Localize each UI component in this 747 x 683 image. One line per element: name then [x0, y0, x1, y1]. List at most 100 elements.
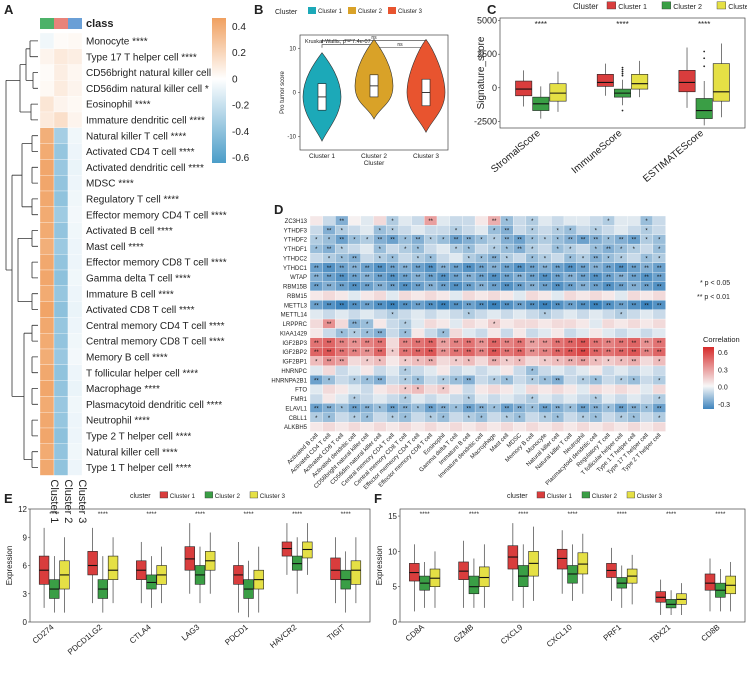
significance-mark: **: [593, 256, 598, 262]
x-tick-label: CXCL9: [499, 622, 525, 646]
significance-mark: **: [632, 303, 637, 309]
significance-mark: *: [341, 331, 344, 337]
significance-mark: *: [391, 416, 394, 422]
heatmap-cell: [53, 254, 69, 271]
heatmap-cell: [424, 243, 438, 254]
heatmap-cell: [53, 190, 69, 207]
heatmap-cell: [424, 365, 438, 376]
heatmap-cell: [601, 318, 615, 329]
significance-mark: **: [314, 303, 319, 309]
heatmap-cell: [411, 318, 425, 329]
row-label: METTL14: [281, 313, 308, 319]
significance-mark: **: [339, 350, 344, 356]
significance-mark: **: [543, 350, 548, 356]
heatmap-cell: [67, 111, 83, 128]
significance-mark: *: [442, 331, 445, 337]
comparison-label: ns: [397, 42, 403, 48]
heatmap-cell: [436, 393, 450, 404]
heatmap-cell: [67, 80, 83, 97]
row-label: Type 2 T helper cell ****: [86, 432, 191, 443]
heatmap-cell: [309, 393, 323, 404]
row-label: IGF2BP3: [282, 341, 307, 347]
legend-swatch: [606, 1, 617, 10]
comparison-label: ns: [371, 35, 377, 41]
heatmap-cell: [487, 412, 501, 423]
significance-mark: *: [455, 406, 458, 412]
heatmap-cell: [411, 421, 425, 432]
x-tick-label: CXCL10: [545, 622, 574, 649]
significance-label: ****: [195, 511, 206, 518]
heatmap-cell: [322, 290, 336, 301]
significance-mark: *: [404, 416, 407, 422]
significance-mark: **: [454, 350, 459, 356]
heatmap-cell: [53, 143, 69, 160]
heatmap-cell: [335, 384, 349, 395]
heatmap-cell: [347, 356, 361, 367]
significance-mark: *: [544, 313, 547, 319]
significance-mark: **: [530, 285, 535, 291]
significance-mark: **: [568, 360, 573, 366]
significance-mark: **: [632, 341, 637, 347]
significance-mark: **: [454, 285, 459, 291]
significance-mark: **: [644, 285, 649, 291]
y-tick-label: 3: [23, 590, 28, 599]
significance-mark: **: [352, 350, 357, 356]
colorbar-tick: 0.2: [232, 48, 246, 59]
significance-mark: **: [568, 341, 573, 347]
heatmap-cell: [538, 393, 552, 404]
heatmap-cell: [576, 290, 590, 301]
y-tick-label: 0: [293, 91, 297, 97]
box: [712, 63, 730, 102]
heatmap-cell: [640, 393, 654, 404]
significance-mark: *: [582, 256, 585, 262]
box: [479, 566, 490, 587]
row-label: YTHDC1: [283, 266, 308, 272]
significance-mark: **: [466, 266, 471, 272]
heatmap-cell: [424, 225, 438, 235]
significance-mark: *: [544, 256, 547, 262]
legend-swatch: [626, 491, 635, 499]
row-label: Monocyte ****: [86, 37, 148, 48]
significance-mark: *: [404, 397, 407, 403]
significance-mark: *: [493, 406, 496, 412]
x-tick-label: TIGIT: [326, 623, 348, 643]
heatmap-cell: [398, 421, 412, 432]
significance-label: ****: [244, 511, 255, 518]
significance-mark: **: [314, 350, 319, 356]
heatmap-cell: [398, 309, 412, 320]
significance-mark: **: [403, 341, 408, 347]
heatmap-cell: [538, 243, 552, 254]
heatmap-cell: [525, 318, 539, 329]
heatmap-cell: [67, 364, 83, 381]
significance-mark: *: [620, 416, 623, 422]
heatmap-cell: [462, 328, 476, 338]
heatmap-cell: [436, 365, 450, 376]
heatmap-cell: [39, 396, 55, 413]
heatmap-cell: [53, 301, 69, 318]
significance-mark: *: [544, 416, 547, 422]
significance-mark: *: [607, 360, 610, 366]
y-axis-label: Signature_score: [476, 36, 487, 109]
significance-mark: **: [428, 406, 433, 412]
heatmap-cell: [601, 290, 615, 301]
heatmap-cell: [39, 190, 55, 207]
heatmap-cell: [474, 290, 488, 301]
heatmap-cell: [640, 290, 654, 301]
significance-mark: *: [595, 416, 598, 422]
significance-mark: *: [493, 322, 496, 328]
significance-mark: **: [352, 256, 357, 262]
x-tick-label: CD8B: [700, 623, 722, 644]
heatmap-cell: [411, 393, 425, 404]
heatmap-cell: [67, 64, 83, 81]
row-label: LRPPRC: [283, 322, 308, 328]
outlier-point: [621, 109, 624, 112]
significance-mark: **: [466, 238, 471, 244]
heatmap-cell: [360, 384, 374, 395]
legend-swatch: [716, 1, 727, 10]
significance-mark: *: [328, 378, 331, 384]
significance-mark: **: [568, 303, 573, 309]
significance-mark: **: [314, 341, 319, 347]
row-label: Plasmacytoid dendritic cell ****: [86, 400, 222, 411]
heatmap-cell: [53, 48, 69, 65]
heatmap-cell: [487, 309, 501, 320]
